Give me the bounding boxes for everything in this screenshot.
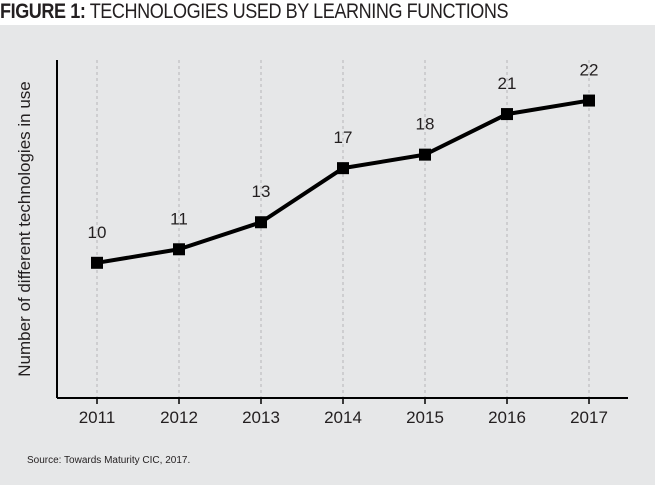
data-point bbox=[255, 216, 267, 229]
source-note: Source: Towards Maturity CIC, 2017. bbox=[27, 455, 191, 466]
data-label: 10 bbox=[88, 223, 107, 242]
data-point bbox=[501, 108, 513, 121]
data-label: 17 bbox=[334, 128, 353, 147]
figure-number: FIGURE 1: bbox=[0, 0, 86, 23]
data-label: 18 bbox=[416, 115, 435, 134]
x-tick-label: 2012 bbox=[160, 408, 198, 427]
chart-title: FIGURE 1: TECHNOLOGIES USED BY LEARNING … bbox=[0, 0, 509, 24]
title-text: TECHNOLOGIES USED BY LEARNING FUNCTIONS bbox=[89, 0, 509, 23]
data-point bbox=[91, 256, 103, 269]
data-point bbox=[337, 162, 349, 175]
x-tick-label: 2015 bbox=[406, 408, 444, 427]
y-axis-label: Number of different technologies in use bbox=[15, 81, 34, 376]
x-tick-label: 2013 bbox=[242, 408, 280, 427]
chart-panel bbox=[0, 25, 655, 485]
data-label: 11 bbox=[170, 209, 188, 228]
data-label: 22 bbox=[580, 61, 599, 80]
x-tick-label: 2014 bbox=[324, 408, 362, 427]
x-tick-label: 2017 bbox=[570, 408, 608, 427]
data-label: 13 bbox=[252, 182, 271, 201]
data-point bbox=[173, 243, 185, 256]
x-tick-label: 2011 bbox=[79, 408, 116, 427]
data-point bbox=[583, 94, 595, 107]
data-point bbox=[419, 148, 431, 161]
x-tick-label: 2016 bbox=[488, 408, 526, 427]
data-label: 21 bbox=[498, 74, 517, 93]
